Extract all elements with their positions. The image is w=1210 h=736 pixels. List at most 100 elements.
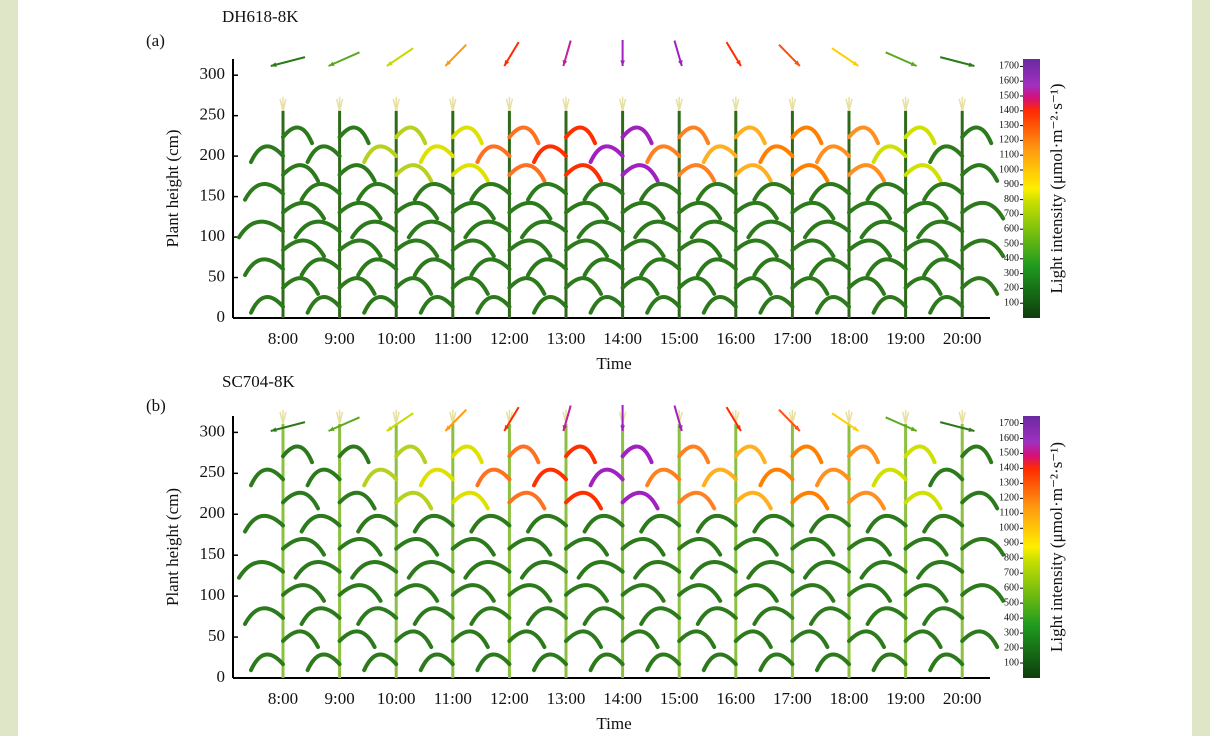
leaf [299, 182, 342, 202]
y-tick-label: 0 [217, 307, 226, 326]
colorbar-tick-label: 1400 [999, 105, 1019, 116]
leaf [281, 163, 320, 183]
y-tick-label: 150 [200, 186, 226, 205]
leaf [865, 606, 908, 626]
leaf [588, 652, 625, 673]
leaf [871, 652, 908, 673]
leaf [243, 257, 285, 278]
x-tick-label: 10:00 [377, 329, 416, 348]
leaf [733, 238, 779, 259]
leaf [922, 514, 965, 534]
leaf [928, 144, 965, 165]
leaf [281, 490, 320, 511]
colorbar-tick-label: 1300 [999, 478, 1019, 489]
leaf [532, 467, 568, 488]
y-tick-label: 150 [200, 544, 226, 563]
leaf [620, 238, 666, 259]
leaf [281, 238, 326, 259]
plant-illustration [463, 41, 553, 318]
leaf [847, 537, 892, 557]
leaf [677, 276, 717, 296]
leaf [450, 629, 490, 650]
y-tick-label: 200 [200, 145, 226, 164]
leaf [249, 652, 285, 673]
leaf [305, 144, 342, 165]
plant-illustration [576, 40, 666, 318]
leaf [620, 629, 660, 650]
leaf [450, 163, 490, 183]
leaf [281, 629, 320, 650]
leaf [337, 125, 371, 146]
leaf [526, 182, 568, 202]
leaf [362, 295, 399, 315]
leaf [645, 652, 682, 673]
colorbar-tick-label: 700 [1004, 209, 1019, 220]
leaf [645, 467, 682, 488]
leaf [564, 238, 609, 259]
sun-arrow-head [562, 425, 568, 431]
y-tick-label: 100 [200, 226, 226, 245]
sun-arrow-head [445, 425, 451, 431]
leaf [752, 606, 795, 626]
sun-arrow [885, 416, 918, 432]
leaf [450, 238, 496, 259]
sun-arrow-head [270, 427, 277, 432]
colorbar-tick-label: 1000 [999, 523, 1019, 534]
leaf [564, 490, 603, 511]
leaf [350, 560, 399, 580]
sun-arrow-head [504, 425, 510, 431]
colorbar-tick-label: 1600 [999, 433, 1019, 444]
leaf [815, 144, 851, 165]
colorbar-tick-label: 400 [1004, 253, 1019, 264]
colorbar-tick-label: 100 [1004, 657, 1019, 668]
leaf [960, 238, 1006, 259]
plant-illustration [746, 409, 836, 678]
leaf [790, 238, 836, 259]
leaf [305, 467, 342, 488]
leaf [475, 467, 512, 488]
tassel [732, 96, 740, 111]
plant-illustration [463, 406, 553, 678]
leaf [507, 125, 541, 146]
colorbar-tick-label: 1600 [999, 75, 1019, 86]
leaf [356, 606, 399, 626]
leaf [620, 537, 666, 557]
plant-illustration [293, 51, 383, 318]
leaf [790, 163, 830, 183]
leaf [362, 652, 399, 673]
leaf [903, 444, 937, 465]
y-tick-label: 0 [217, 667, 226, 686]
x-tick-label: 9:00 [324, 689, 354, 708]
leaf [564, 629, 603, 650]
sun-arrow [939, 56, 975, 67]
leaf [733, 629, 773, 650]
leaf [582, 514, 625, 534]
sun-arrow-head [504, 60, 510, 66]
leaf [507, 163, 547, 183]
leaf [356, 182, 399, 202]
leaf [790, 201, 836, 221]
leaf [576, 560, 625, 580]
leaf [960, 201, 1006, 221]
leaf [733, 201, 779, 221]
leaf [701, 652, 738, 673]
x-tick-label: 11:00 [434, 329, 472, 348]
leaf [960, 444, 994, 465]
sun-arrow [328, 51, 360, 67]
leaf [677, 201, 723, 221]
tassel [392, 409, 400, 425]
x-tick-label: 18:00 [830, 329, 869, 348]
leaf [733, 537, 779, 557]
tassel [279, 96, 287, 111]
colorbar-tick-label: 200 [1004, 283, 1019, 294]
leaf [249, 144, 285, 165]
plant-illustration [237, 56, 326, 318]
leaf [922, 257, 965, 278]
sun-arrow-head [270, 62, 277, 67]
leaf [758, 652, 795, 673]
y-tick-label: 300 [200, 421, 226, 440]
sun-arrow-head [678, 425, 683, 431]
plant-illustration [746, 44, 836, 318]
colorbar-tick-label: 400 [1004, 612, 1019, 623]
colorbar-tick-label: 1400 [999, 463, 1019, 474]
